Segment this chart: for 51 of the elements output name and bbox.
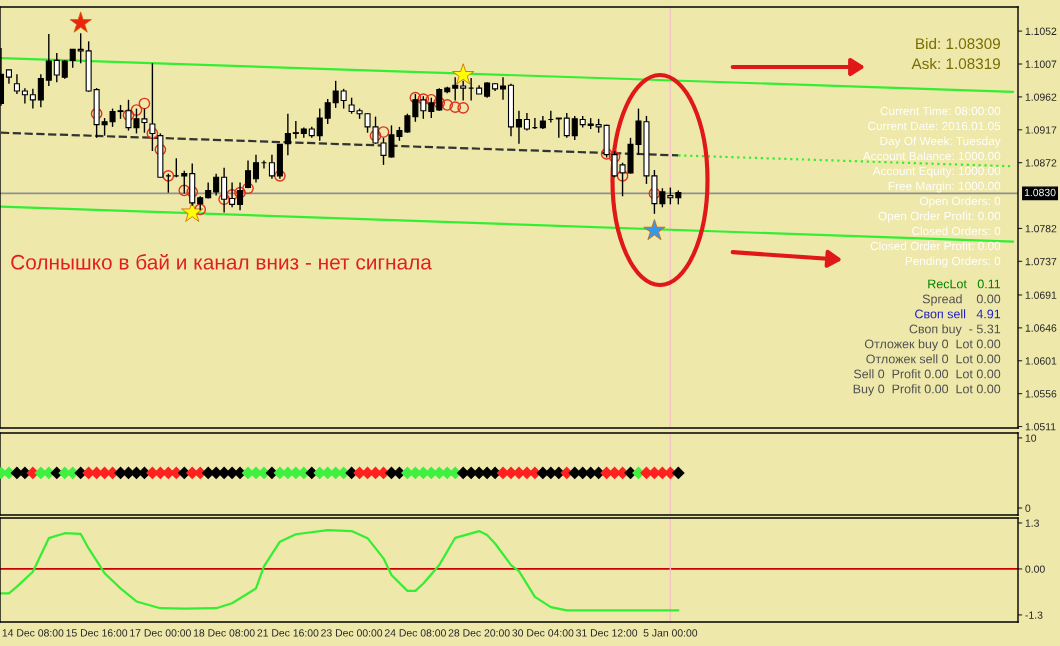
annotation: Ask: 1.08319 (911, 57, 1000, 70)
y-tick-label: 1.0872 (1025, 159, 1057, 167)
annotation: Open Order Profit: 0.00 (878, 211, 1001, 223)
x-tick-label: 18 Dec 08:00 (193, 629, 255, 637)
y-tick-label: 1.0691 (1025, 291, 1057, 299)
y-tick-label: -1.3 (1025, 611, 1043, 619)
annotation: Pending Orders: 0 (905, 256, 1001, 268)
y-tick-label: 10 (1025, 434, 1037, 442)
y-tick-label: 1.3 (1025, 519, 1039, 527)
x-tick-label: 23 Dec 00:00 (321, 629, 383, 637)
x-tick-label: 17 Dec 00:00 (130, 629, 191, 637)
annotation: Current Date: 2016.01.05 (868, 121, 1001, 131)
annotation: Free Margin: 1000.00 (888, 181, 1001, 193)
x-tick-label: 14 Dec 08:00 (2, 629, 64, 637)
annotation: Солнышко в бай и канал вниз - нет сигнала (11, 253, 432, 270)
y-tick-label: 0.00 (1025, 565, 1045, 573)
annotation: Buy 0 Profit 0.00 Lot 0.00 (853, 384, 1001, 396)
annotation: Closed Order Profit: 0.00 (870, 241, 1001, 251)
annotation: Отложек sell 0 Lot 0.00 (866, 354, 1001, 364)
annotation: Account Balance: 1000.00 (862, 151, 1001, 161)
annotation: Account Equity: 1000.00 (872, 166, 1001, 178)
y-tick-label: 1.1052 (1025, 27, 1057, 35)
annotation: Sell 0 Profit 0.00 Lot 0.00 (853, 369, 1001, 379)
annotation: Отложек buy 0 Lot 0.00 (864, 339, 1001, 351)
x-tick-label: 24 Dec 08:00 (384, 629, 446, 637)
y-tick-label: 1.0917 (1025, 126, 1057, 134)
y-tick-label: 1.0556 (1025, 390, 1057, 398)
x-tick-label: 31 Dec 12:00 (576, 629, 638, 637)
y-tick-label: 1.0511 (1025, 423, 1056, 431)
y-tick-label: 1.0737 (1025, 257, 1057, 266)
annotation: Своп buy - 5.31 (909, 324, 1001, 336)
annotation: Closed Orders: 0 (912, 226, 1001, 236)
y-tick-label: 1.0601 (1025, 357, 1057, 365)
x-tick-label: 21 Dec 16:00 (257, 629, 319, 637)
y-tick-label: 1.1007 (1025, 60, 1057, 68)
x-tick-label: 5 Jan 00:00 (643, 629, 698, 637)
annotation: Bid: 1.08309 (916, 37, 1000, 50)
x-tick-label: 28 Dec 20:00 (448, 629, 510, 637)
annotation: Spread 0.00 (922, 294, 1001, 306)
y-tick-label: 1.0962 (1025, 93, 1057, 101)
x-tick-label: 15 Dec 16:00 (66, 629, 128, 637)
annotation: Current Time: 08:00:00 (880, 106, 1001, 116)
ref-line-label: 1.0830 (1024, 188, 1056, 197)
x-tick-label: 30 Dec 04:00 (512, 629, 574, 637)
annotation: Своп sell 4.91 (915, 309, 1001, 319)
y-tick-label: 1.0646 (1025, 324, 1057, 332)
annotation: Open Orders: 0 (919, 196, 1001, 208)
annotation: Day Of Week: Tuesday (880, 136, 1001, 148)
y-tick-label: 1.0782 (1025, 224, 1057, 233)
annotation: RecLot 0.11 (928, 279, 1001, 289)
y-tick-label: 0 (1025, 504, 1031, 512)
